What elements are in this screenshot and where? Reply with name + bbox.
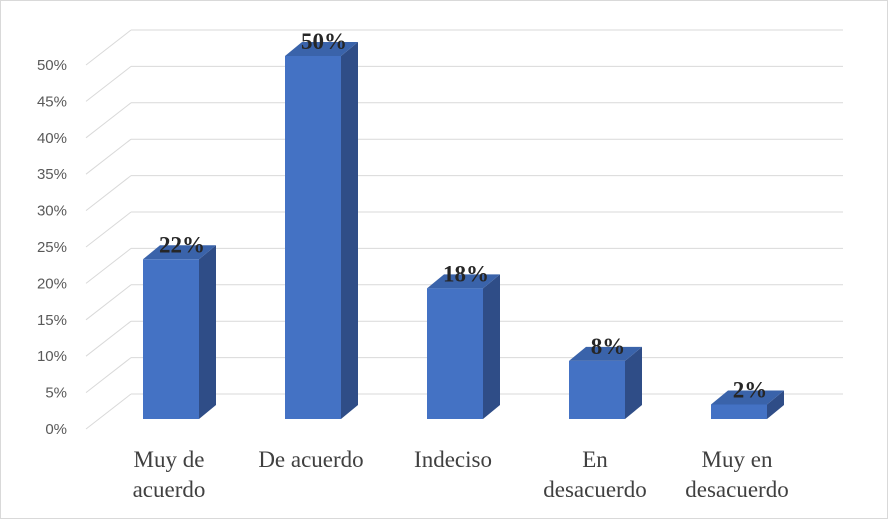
y-tick-label: 45% bbox=[37, 93, 67, 110]
bars bbox=[143, 42, 784, 419]
category-label-line: En bbox=[582, 447, 608, 472]
y-tick-label: 35% bbox=[37, 166, 67, 183]
bar-front bbox=[143, 259, 199, 419]
bar-front bbox=[427, 288, 483, 419]
bar-side bbox=[341, 42, 358, 419]
y-tick-label: 15% bbox=[37, 312, 67, 329]
bar bbox=[569, 346, 642, 419]
gridline-diagonal bbox=[85, 284, 132, 321]
y-tick-label: 5% bbox=[45, 385, 67, 402]
category-label: De acuerdo bbox=[258, 447, 363, 472]
gridline-diagonal bbox=[85, 29, 132, 66]
bar bbox=[285, 42, 358, 419]
category-label: Indeciso bbox=[414, 447, 492, 472]
category-label-line: acuerdo bbox=[133, 477, 206, 502]
category-label-line: Muy de bbox=[134, 447, 205, 472]
category-label: Muy de acuerdo bbox=[133, 447, 206, 502]
y-tick-label: 40% bbox=[37, 130, 67, 147]
gridline-diagonal bbox=[85, 175, 132, 211]
data-label: 22% bbox=[159, 232, 205, 257]
gridline-diagonal bbox=[85, 320, 132, 357]
bar-side bbox=[483, 274, 500, 419]
bar-front bbox=[711, 404, 767, 419]
gridline-diagonal bbox=[85, 393, 132, 430]
gridline-diagonal bbox=[85, 248, 132, 284]
bar-side bbox=[625, 346, 642, 419]
bar-top bbox=[711, 390, 784, 405]
category-label-line: Muy en bbox=[702, 447, 773, 472]
bar-front bbox=[569, 360, 625, 419]
bar-top bbox=[285, 42, 358, 56]
bar-top bbox=[427, 274, 500, 289]
y-tick-label: 30% bbox=[37, 203, 67, 220]
data-labels: 22% 50% 18% 8% 2% bbox=[159, 29, 767, 402]
y-tick-label: 10% bbox=[37, 348, 67, 365]
bar-front bbox=[285, 56, 341, 419]
category-label-line: De acuerdo bbox=[258, 447, 363, 472]
category-label-line: desacuerdo bbox=[685, 477, 788, 502]
bar-top bbox=[569, 346, 642, 361]
data-label: 8% bbox=[591, 334, 626, 359]
gridline-diagonal bbox=[85, 66, 132, 102]
y-axis-tick-labels: 0% 5% 10% 15% 20% 25% 30% 35% 40% 45% 50% bbox=[37, 57, 67, 438]
gridline-diagonal bbox=[85, 102, 132, 139]
y-tick-label: 20% bbox=[37, 275, 67, 292]
y-tick-label: 25% bbox=[37, 239, 67, 256]
category-label: En desacuerdo bbox=[543, 447, 646, 502]
y-tick-label: 50% bbox=[37, 57, 67, 74]
category-label: Muy en desacuerdo bbox=[685, 447, 788, 502]
category-labels: Muy de acuerdo De acuerdo Indeciso En desacue… bbox=[133, 447, 789, 502]
bar-side bbox=[199, 245, 216, 419]
data-label: 18% bbox=[443, 261, 489, 286]
gridline-diagonal bbox=[85, 357, 132, 393]
data-label: 2% bbox=[733, 377, 768, 402]
gridline-diagonal bbox=[85, 211, 132, 248]
bar-side bbox=[767, 390, 784, 419]
bar bbox=[427, 274, 500, 419]
bar-top bbox=[143, 245, 216, 260]
bar bbox=[711, 390, 784, 419]
data-label: 50% bbox=[301, 29, 347, 54]
bar bbox=[143, 245, 216, 419]
category-label-line: Indeciso bbox=[414, 447, 492, 472]
gridline-diagonal bbox=[85, 138, 132, 175]
y-tick-label: 0% bbox=[45, 421, 67, 438]
category-label-line: desacuerdo bbox=[543, 477, 646, 502]
